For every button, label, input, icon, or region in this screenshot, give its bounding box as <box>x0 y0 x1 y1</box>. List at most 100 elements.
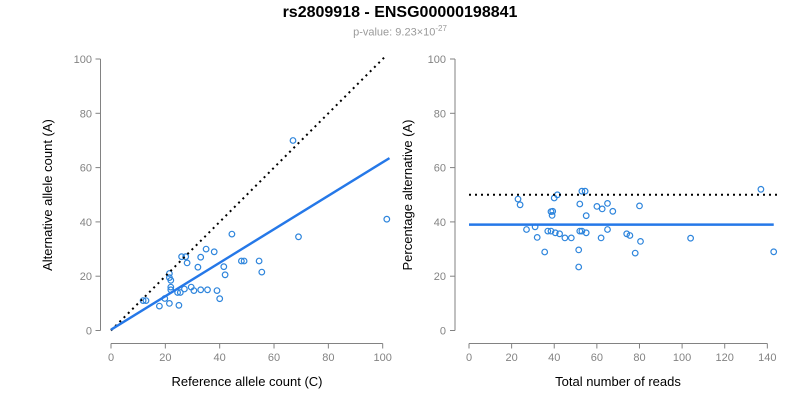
x-tick-label: 80 <box>633 352 645 364</box>
left-x-axis-label: Reference allele count (C) <box>171 374 322 389</box>
data-point <box>165 300 173 307</box>
data-point <box>176 289 184 296</box>
pvalue-exponent: -27 <box>435 24 447 33</box>
data-point <box>180 285 188 293</box>
data-point <box>631 249 639 257</box>
x-tick-label: 40 <box>548 352 560 364</box>
data-point <box>561 234 569 242</box>
y-tick-label: 0 <box>440 326 446 338</box>
data-point <box>139 297 147 305</box>
data-point <box>582 212 590 220</box>
x-tick-label: 100 <box>374 352 392 364</box>
data-point <box>636 202 643 210</box>
x-tick-label: 20 <box>159 352 171 364</box>
plot-title: rs2809918 - ENSG00000198841 <box>282 4 518 21</box>
y-tick-label: 20 <box>434 271 446 283</box>
data-point <box>551 229 559 237</box>
data-point <box>175 301 183 309</box>
data-point <box>178 253 186 261</box>
x-tick-label: 100 <box>673 352 691 364</box>
x-tick-label: 80 <box>322 352 334 364</box>
data-point <box>210 248 218 256</box>
data-point <box>547 208 555 216</box>
data-point <box>575 246 583 254</box>
x-tick-label: 120 <box>716 352 734 364</box>
y-tick-label: 100 <box>428 54 446 66</box>
y-tick-label: 40 <box>434 217 446 229</box>
fit-line <box>110 157 391 331</box>
data-point <box>544 227 552 235</box>
data-point <box>582 229 590 237</box>
data-point <box>228 230 236 238</box>
data-point <box>383 215 391 223</box>
left-plot-marks: 0 20 40 60 80 100 0 20 40 60 80 100 <box>74 54 392 364</box>
data-point <box>255 257 263 265</box>
data-point <box>637 237 644 245</box>
data-point <box>258 268 266 276</box>
right-plot-marks: 0 20 40 60 80 100 0 20 40 60 80 100 120 140 <box>428 54 781 364</box>
data-point <box>567 234 575 242</box>
x-tick-label: 0 <box>466 352 472 364</box>
data-point <box>295 233 302 241</box>
data-point <box>578 227 586 235</box>
data-point <box>240 257 248 265</box>
data-point <box>597 234 605 242</box>
pvalue-prefix: p-value: <box>353 26 396 39</box>
y-tick-label: 20 <box>80 271 92 283</box>
data-point <box>221 271 229 279</box>
x-tick-label: 140 <box>758 352 776 364</box>
data-point <box>576 200 584 208</box>
data-point <box>593 202 601 210</box>
data-point <box>556 230 563 238</box>
data-point <box>514 195 522 203</box>
data-point <box>550 194 558 202</box>
data-point <box>523 226 530 233</box>
data-point <box>541 248 549 256</box>
y-tick-label: 100 <box>74 54 92 66</box>
data-point <box>182 253 190 261</box>
data-point <box>220 263 228 271</box>
y-tick-label: 60 <box>80 163 92 175</box>
data-point <box>216 295 224 303</box>
plot-subtitle: p-value: 9.23×10-27 <box>0 24 800 39</box>
x-tick-label: 60 <box>268 352 280 364</box>
data-point <box>204 286 211 294</box>
data-point <box>142 297 150 305</box>
data-point <box>190 287 198 295</box>
y-tick-label: 80 <box>434 108 446 120</box>
right-y-axis-label: Percentage alternative (A) <box>400 119 415 270</box>
left-y-axis-label: Alternative allele count (A) <box>40 119 55 271</box>
data-point <box>213 287 221 295</box>
data-point <box>289 137 297 144</box>
data-point <box>183 259 191 267</box>
data-point <box>609 207 617 215</box>
right-plot: 0 20 40 60 80 100 0 20 40 60 80 100 120 140 Total num… <box>400 54 781 389</box>
y-tick-label: 80 <box>80 108 92 120</box>
identity-line <box>110 55 387 332</box>
data-point <box>237 257 245 265</box>
data-point <box>165 270 173 277</box>
data-point <box>516 201 524 209</box>
x-tick-label: 20 <box>505 352 517 364</box>
data-point <box>576 227 584 235</box>
data-point <box>598 205 606 213</box>
data-point <box>770 248 778 256</box>
data-point <box>533 233 541 241</box>
y-tick-label: 60 <box>434 163 446 175</box>
data-point <box>581 187 589 195</box>
data-point <box>194 263 202 271</box>
data-point <box>575 263 583 271</box>
x-tick-label: 60 <box>591 352 603 364</box>
y-tick-label: 0 <box>86 326 92 338</box>
y-tick-label: 40 <box>80 217 92 229</box>
data-point <box>167 276 175 284</box>
x-tick-label: 0 <box>108 352 114 364</box>
pvalue-mantissa: 9.23×10 <box>395 26 436 39</box>
data-point <box>547 227 555 235</box>
x-tick-label: 40 <box>214 352 226 364</box>
right-x-axis-label: Total number of reads <box>555 374 681 389</box>
data-point <box>202 245 210 253</box>
data-point <box>197 253 205 261</box>
